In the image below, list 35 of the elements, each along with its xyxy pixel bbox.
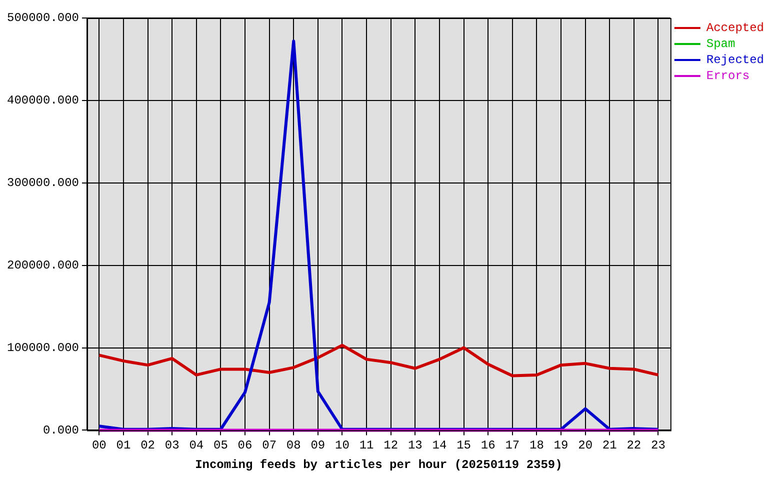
y-tick-label: 0.000 <box>42 423 80 438</box>
x-tick-label: 15 <box>456 438 471 453</box>
x-tick-label: 05 <box>214 438 228 453</box>
legend-label: Rejected <box>706 53 764 68</box>
y-tick-label: 100000.000 <box>6 340 80 355</box>
x-tick-label: 21 <box>602 438 617 453</box>
x-tick-label: 16 <box>480 438 496 453</box>
x-tick-label: 14 <box>432 438 447 453</box>
x-tick-label: 13 <box>408 438 422 453</box>
x-tick-label: 03 <box>164 438 180 453</box>
x-tick-label: 01 <box>116 438 131 453</box>
legend-label: Spam <box>706 37 736 52</box>
x-tick-label: 12 <box>384 438 398 453</box>
legend-label: Accepted <box>706 21 764 36</box>
x-tick-label: 11 <box>359 438 374 453</box>
x-tick-label: 09 <box>310 438 326 453</box>
y-tick-label: 400000.000 <box>6 94 80 108</box>
x-tick-label: 07 <box>262 438 277 453</box>
y-tick-label: 300000.000 <box>6 176 80 190</box>
x-tick-label: 00 <box>92 438 106 453</box>
x-axis-title: Incoming feeds by articles per hour (20250119 2359) <box>195 458 562 472</box>
legend-label: Errors <box>706 69 750 84</box>
y-tick-label: 200000.000 <box>6 258 80 272</box>
x-tick-label: 08 <box>286 438 301 453</box>
x-tick-label: 10 <box>335 438 350 453</box>
x-tick-label: 20 <box>578 438 593 453</box>
y-tick-label: 500000.000 <box>6 11 80 26</box>
x-tick-label: 19 <box>554 438 568 453</box>
x-tick-label: 02 <box>140 438 155 453</box>
x-tick-label: 22 <box>626 438 642 453</box>
x-tick-label: 18 <box>529 438 544 453</box>
x-tick-label: 06 <box>238 438 252 453</box>
x-tick-label: 17 <box>505 438 520 453</box>
x-tick-label: 23 <box>651 438 666 453</box>
x-tick-label: 04 <box>189 438 204 453</box>
